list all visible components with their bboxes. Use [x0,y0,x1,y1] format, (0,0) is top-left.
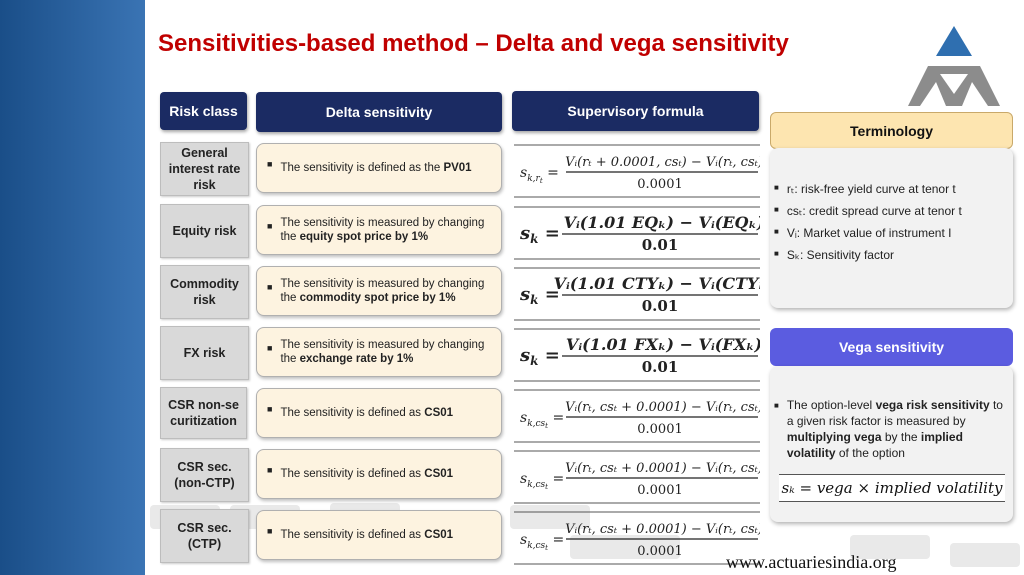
formula-numerator: Vᵢ(1.01 EQₖ) − Vᵢ(EQₖ) [564,213,760,232]
vega-description: ■ The option-level vega risk sensitivity… [774,398,1003,460]
supervisory-formula: sk = Vᵢ(1.01 EQₖ) − Vᵢ(EQₖ) 0.01 [514,206,764,260]
delta-description: ■ The sensitivity is defined as the PV01 [256,143,502,193]
terminology-list: ■ rₜ: risk-free yield curve at tenor t ■ c… [774,182,1009,270]
left-color-band [0,0,145,575]
supervisory-formula: sk,cst = Vᵢ(rₜ, csₜ + 0.0001) − Vᵢ(rₜ, cs… [514,450,763,504]
logo-icon [908,26,1000,106]
vega-formula: sₖ = vega × implied volatility [779,474,1005,502]
risk-class-cell: CSR sec. (non-CTP) [160,448,249,502]
risk-class-cell: Equity risk [160,204,249,258]
formula-numerator: Vᵢ(rₜ, csₜ + 0.0001) − Vᵢ(rₜ, csₜ) [565,522,760,537]
delta-description: ■ The sensitivity is defined as CS01 [256,510,502,560]
formula-lhs: sk,rt = [520,165,559,185]
delta-description: ■ The sensitivity is measured by changing… [256,266,502,316]
terminology-item: ■ Sₖ: Sensitivity factor [774,248,894,262]
bullet-icon: ■ [267,465,273,475]
formula-denominator: 0.01 [642,358,679,376]
risk-class-cell: Commodity risk [160,265,249,319]
formula-graphic: sk,cst =Vᵢ(rₜ, csₜ + 0.0001) − Vᵢ(rₜ, cs… [514,511,763,565]
formula-graphic: sk =Vᵢ(1.01 CTYₖ) − Vᵢ(CTYₖ) 0.01 [514,267,774,321]
risk-class-cell: General interest rate risk [160,142,249,196]
terminology-item: ■ Vᵢ: Market value of instrument I [774,226,952,240]
supervisory-formula: sk,cst = Vᵢ(rₜ, csₜ + 0.0001) − Vᵢ(rₜ, cs… [514,389,763,443]
formula-graphic: sk,cst =Vᵢ(rₜ, csₜ + 0.0001) − Vᵢ(rₜ, cs… [514,450,763,504]
supervisory-formula: sk,cst = Vᵢ(rₜ, csₜ + 0.0001) − Vᵢ(rₜ, cs… [514,511,763,565]
page-title: Sensitivities-based method – Delta and v… [158,30,789,57]
formula-numerator: Vᵢ(1.01 FXₖ) − Vᵢ(FXₖ) [566,335,760,354]
formula-numerator: Vᵢ(1.01 CTYₖ) − Vᵢ(CTYₖ) [554,274,760,293]
formula-denominator: 0.0001 [637,422,683,437]
risk-class-cell: FX risk [160,326,249,380]
formula-lhs: sk,cst = [520,471,564,491]
bullet-icon: ■ [267,221,273,231]
formula-numerator: Vᵢ(rₜ, csₜ + 0.0001) − Vᵢ(rₜ, csₜ) [565,461,760,476]
formula-lhs: sk,cst = [520,410,564,430]
risk-class-cell: CSR sec. (CTP) [160,509,249,563]
supervisory-formula: sk = Vᵢ(1.01 FXₖ) − Vᵢ(FXₖ) 0.01 [514,328,762,382]
delta-description: ■ The sensitivity is measured by changing… [256,327,502,377]
delta-sensitivity-header: Delta sensitivity [256,92,502,132]
formula-lhs: sk = [519,284,560,307]
formula-numerator: Vᵢ(rₜ + 0.0001, csₜ) − Vᵢ(rₜ, csₜ) [565,155,760,170]
formula-graphic: sk,rt = Vᵢ(rₜ + 0.0001, csₜ) − Vᵢ(rₜ, csₜ… [514,144,763,198]
formula-numerator: Vᵢ(rₜ, csₜ + 0.0001) − Vᵢ(rₜ, csₜ) [565,400,760,415]
risk-class-cell: CSR non-securitization [160,387,247,439]
terminology-item: ■ rₜ: risk-free yield curve at tenor t [774,182,956,196]
supervisory-formula-header: Supervisory formula [512,91,759,131]
formula-denominator: 0.0001 [637,544,683,559]
formula-lhs: sk,cst = [520,532,564,552]
vega-sensitivity-header: Vega sensitivity [770,328,1013,366]
supervisory-formula: sk,rt = Vᵢ(rₜ + 0.0001, csₜ) − Vᵢ(rₜ, csₜ… [514,144,763,198]
terminology-panel [770,148,1013,308]
terminology-header: Terminology [770,112,1013,149]
formula-graphic: sk,cst =Vᵢ(rₜ, csₜ + 0.0001) − Vᵢ(rₜ, cs… [514,389,763,443]
bullet-icon: ■ [267,526,273,536]
formula-graphic: sk =Vᵢ(1.01 EQₖ) − Vᵢ(EQₖ) 0.01 [514,206,764,260]
bullet-icon: ■ [267,343,273,353]
website-url: www.actuariesindia.org [726,552,897,572]
delta-description: ■ The sensitivity is defined as CS01 [256,449,502,499]
formula-graphic: sk = Vᵢ(1.01 FXₖ) − Vᵢ(FXₖ) 0.01 [514,328,762,382]
risk-class-header: Risk class [160,92,247,130]
bullet-icon: ■ [267,282,273,292]
formula-denominator: 0.01 [642,297,679,315]
formula-denominator: 0.0001 [637,483,683,498]
formula-denominator: 0.01 [642,236,679,254]
bullet-icon: ■ [267,404,273,414]
delta-description: ■ The sensitivity is measured by changing… [256,205,502,255]
delta-description: ■ The sensitivity is defined as CS01 [256,388,502,438]
formula-denominator: 0.0001 [637,177,683,192]
terminology-item: ■ csₜ: credit spread curve at tenor t [774,204,962,218]
formula-lhs: sk = [519,223,560,246]
formula-lhs: sk = [519,345,560,368]
background-decoration [150,495,1020,575]
bullet-icon: ■ [267,159,273,169]
supervisory-formula: sk = Vᵢ(1.01 CTYₖ) − Vᵢ(CTYₖ) 0.01 [514,267,774,321]
